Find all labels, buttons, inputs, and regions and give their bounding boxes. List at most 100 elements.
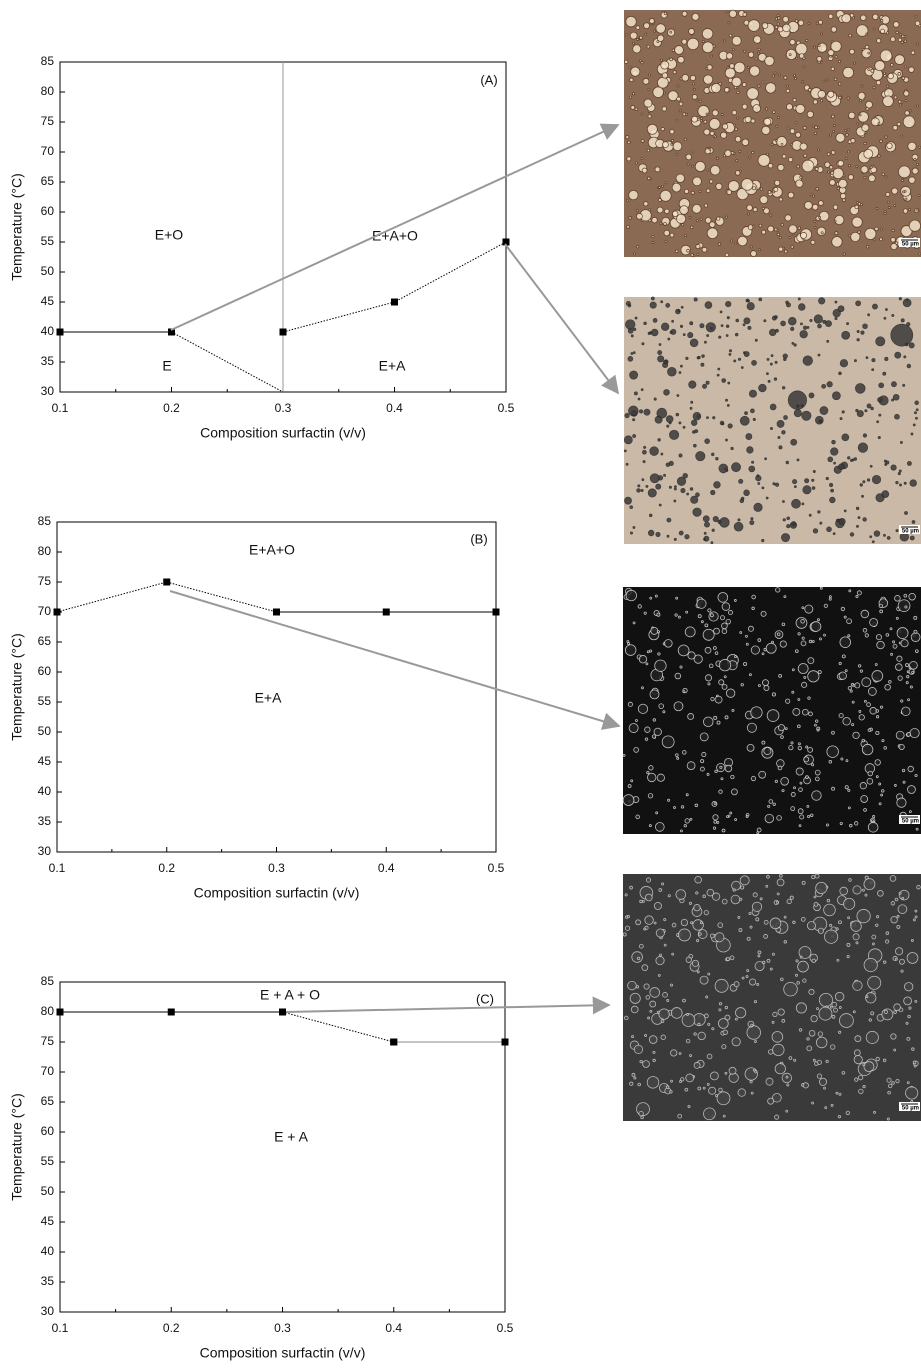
bubble	[871, 368, 875, 372]
bubble	[704, 438, 710, 445]
bubble	[886, 1117, 890, 1121]
bubble	[907, 785, 916, 794]
bubble	[834, 316, 838, 321]
point	[168, 328, 175, 336]
bubble	[798, 1028, 803, 1032]
bubble	[705, 188, 711, 193]
bubble	[721, 422, 725, 426]
bubble	[905, 1086, 919, 1100]
bubble	[657, 355, 665, 363]
bubble	[843, 615, 847, 619]
scale-bg	[899, 1102, 920, 1111]
bubble	[780, 142, 784, 146]
bubble	[914, 649, 919, 653]
bubble	[677, 56, 685, 64]
bubble	[728, 1066, 737, 1075]
bubble	[684, 188, 690, 194]
bubble	[795, 42, 808, 56]
bubble	[757, 51, 761, 55]
bubble	[845, 759, 849, 763]
bubble	[692, 87, 696, 91]
bubble	[781, 430, 786, 435]
bubble	[849, 532, 855, 537]
bubble	[728, 33, 733, 38]
x-tick-label: 0.1	[49, 861, 66, 875]
bubble	[833, 1007, 838, 1013]
bubble	[657, 350, 663, 355]
bubble	[754, 57, 758, 61]
bubble	[915, 408, 919, 412]
bubble	[903, 189, 907, 193]
bubble	[837, 1114, 841, 1119]
bubble	[756, 831, 760, 835]
bubble	[832, 124, 836, 127]
bubble	[631, 1035, 634, 1039]
bubble	[911, 1047, 915, 1051]
bubble	[816, 1007, 819, 1011]
bubble	[799, 330, 808, 339]
y-tick-label: 40	[38, 784, 52, 798]
bubble	[748, 389, 757, 398]
bubble	[866, 478, 871, 482]
scale-bg	[899, 525, 920, 534]
bubble	[638, 1110, 644, 1117]
bubble	[762, 679, 769, 687]
bubble	[788, 745, 794, 751]
bubble	[792, 98, 797, 103]
bubble	[780, 223, 784, 227]
bubble	[666, 534, 670, 538]
bubble	[773, 187, 779, 192]
bubble	[856, 590, 862, 596]
bubble	[854, 1077, 859, 1082]
bubble	[880, 18, 884, 23]
bubble	[900, 225, 913, 238]
bubble	[772, 110, 776, 114]
bubble	[844, 785, 849, 790]
bubble	[846, 942, 851, 947]
bubble	[865, 995, 869, 999]
bubble	[670, 139, 674, 143]
bubble	[628, 65, 632, 69]
bubble	[879, 139, 883, 144]
bubble	[783, 981, 798, 997]
bubble	[649, 473, 660, 484]
bubble	[739, 631, 743, 634]
bubble	[708, 221, 716, 228]
bubble	[845, 1110, 851, 1116]
bubble	[824, 1106, 828, 1110]
bubble	[663, 473, 667, 477]
bubble	[774, 227, 778, 232]
bubble	[623, 435, 633, 445]
bubble	[660, 1034, 666, 1040]
bubble	[855, 941, 859, 945]
bubble	[846, 955, 850, 959]
bubble	[667, 894, 671, 898]
bubble	[688, 216, 692, 219]
bubble	[806, 1045, 813, 1052]
bubble	[891, 381, 897, 388]
bubble	[815, 881, 828, 895]
bubble	[881, 490, 890, 499]
bubble	[697, 355, 701, 360]
bubble	[694, 429, 699, 434]
bubble	[913, 629, 918, 634]
bubble	[667, 367, 677, 377]
region-label: E + A + O	[260, 987, 320, 1003]
bubble	[734, 241, 738, 245]
bubble	[743, 662, 748, 667]
bubble	[856, 410, 864, 418]
bubble	[749, 245, 753, 249]
bubble	[895, 616, 899, 620]
bubble	[740, 496, 745, 501]
bubble	[877, 121, 881, 125]
bubble	[885, 308, 888, 311]
bubble	[739, 875, 750, 886]
bubble	[791, 521, 797, 527]
bubble	[840, 606, 846, 612]
bubble	[717, 922, 724, 929]
bubble	[814, 723, 817, 727]
bubble	[675, 118, 679, 122]
bubble	[657, 973, 661, 977]
bubble	[669, 57, 673, 62]
bubble	[812, 45, 816, 49]
